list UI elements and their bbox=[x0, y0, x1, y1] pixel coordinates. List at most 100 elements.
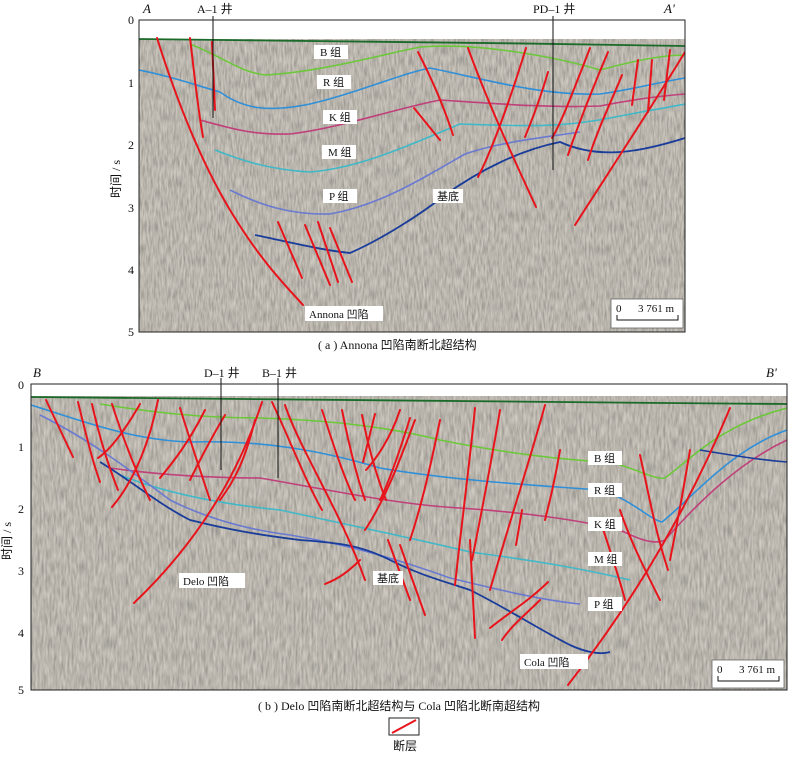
horizon-p-a bbox=[229, 131, 581, 215]
y-axis-a: 0 1 2 3 4 5 时间 / s bbox=[109, 13, 134, 339]
horizon-p-b bbox=[39, 414, 581, 605]
fault-b25 bbox=[454, 407, 476, 586]
fault-b37 bbox=[669, 449, 691, 561]
panel-b-frame bbox=[30, 383, 788, 691]
legend-fault-icon bbox=[391, 719, 417, 734]
well-label-d1: D–1 井 bbox=[204, 366, 240, 380]
fault-b11 bbox=[219, 419, 256, 501]
svg-text:K 组: K 组 bbox=[594, 517, 616, 531]
seabed-line-b bbox=[31, 396, 787, 405]
section-end-label-a: A' bbox=[663, 1, 675, 16]
formation-label-k-a: K 组 bbox=[323, 110, 357, 124]
fault-a14 bbox=[567, 51, 609, 156]
fault-b23 bbox=[364, 419, 416, 531]
y-axis-label-a: 时间 / s bbox=[109, 160, 123, 198]
y-tick-b-1: 1 bbox=[18, 440, 24, 454]
scale-zero-b: 0 bbox=[717, 664, 723, 676]
y-tick-b-3: 3 bbox=[18, 564, 24, 578]
scale-zero-a: 0 bbox=[616, 303, 622, 315]
fault-a10 bbox=[467, 47, 537, 208]
caption-a: ( a ) Annona 凹陷南断北超结构 bbox=[318, 337, 477, 352]
well-label-pd1: PD–1 井 bbox=[533, 2, 575, 16]
fault-b36 bbox=[619, 509, 661, 601]
panel-b-faults bbox=[45, 399, 731, 686]
caption-b: ( b ) Delo 凹陷南断北超结构与 Cola 凹陷北断南超结构 bbox=[258, 698, 540, 713]
panel-a-water bbox=[139, 20, 685, 39]
svg-text:M 组: M 组 bbox=[328, 145, 352, 159]
fault-a7 bbox=[329, 227, 353, 283]
fault-a18 bbox=[647, 59, 653, 113]
fault-a9 bbox=[413, 107, 441, 141]
y-tick-b-2: 2 bbox=[18, 502, 24, 516]
fault-b34 bbox=[639, 454, 669, 571]
fault-b15 bbox=[341, 409, 366, 501]
svg-text:K 组: K 组 bbox=[329, 110, 351, 124]
legend: 断层 bbox=[388, 717, 420, 753]
fault-a4 bbox=[277, 221, 303, 279]
depression-label-annona: Annona 凹陷 bbox=[305, 306, 383, 321]
horizon-k-b bbox=[109, 439, 787, 543]
basement-label-b: 基底 bbox=[373, 571, 403, 585]
y-tick-a-1: 1 bbox=[128, 76, 134, 90]
fault-b24 bbox=[409, 419, 441, 541]
fault-a15 bbox=[587, 74, 623, 161]
section-start-label-a: A bbox=[142, 1, 151, 16]
y-axis-label-b: 时间 / s bbox=[0, 522, 14, 560]
svg-text:P 组: P 组 bbox=[329, 189, 348, 203]
scale-length-b: 3 761 m bbox=[739, 664, 776, 676]
formation-label-m-b: M 组 bbox=[588, 552, 622, 566]
fault-b21 bbox=[399, 544, 426, 616]
formation-label-r-b: R 组 bbox=[588, 483, 622, 497]
svg-text:Annona 凹陷: Annona 凹陷 bbox=[309, 307, 369, 321]
fault-b27 bbox=[489, 404, 546, 591]
fault-b22 bbox=[324, 559, 361, 585]
fault-b7 bbox=[179, 407, 211, 501]
svg-text:B 组: B 组 bbox=[594, 451, 615, 465]
svg-text:基底: 基底 bbox=[437, 189, 459, 203]
scale-bar-b: 0 3 761 m bbox=[711, 659, 785, 689]
svg-text:基底: 基底 bbox=[377, 571, 399, 585]
basement-label-a: 基底 bbox=[433, 189, 463, 203]
formation-label-m-a: M 组 bbox=[322, 145, 356, 159]
fault-a13 bbox=[551, 47, 591, 139]
horizon-m-a bbox=[214, 103, 685, 173]
fault-a6 bbox=[317, 221, 339, 283]
well-label-b1: B–1 井 bbox=[262, 366, 297, 380]
horizon-b-b bbox=[99, 403, 787, 480]
depression-label-cola: Cola 凹陷 bbox=[520, 654, 588, 669]
panel-b-water bbox=[31, 384, 787, 396]
legend-fault-label: 断层 bbox=[393, 738, 417, 753]
fault-a5 bbox=[304, 224, 331, 286]
horizon-b-a bbox=[189, 43, 685, 76]
y-tick-a-4: 4 bbox=[128, 263, 134, 277]
fault-b33 bbox=[567, 407, 731, 686]
fault-a17 bbox=[631, 59, 639, 106]
y-tick-a-0: 0 bbox=[128, 13, 134, 27]
fault-b26 bbox=[471, 409, 501, 561]
fault-a19 bbox=[663, 49, 671, 101]
fault-a16 bbox=[574, 51, 685, 226]
formation-label-b-a: B 组 bbox=[314, 45, 348, 59]
horizon-r-b bbox=[31, 404, 787, 523]
svg-text:B 组: B 组 bbox=[320, 45, 341, 59]
fault-b1 bbox=[45, 399, 74, 458]
fault-b29 bbox=[515, 509, 523, 546]
svg-text:R 组: R 组 bbox=[323, 75, 344, 89]
fault-b8 bbox=[159, 409, 206, 479]
fault-b6 bbox=[111, 399, 159, 508]
depression-label-delo: Delo 凹陷 bbox=[179, 573, 245, 588]
fault-a8 bbox=[417, 51, 454, 136]
panel-b-horizons bbox=[31, 396, 787, 655]
fault-a1 bbox=[156, 37, 304, 306]
y-tick-b-4: 4 bbox=[18, 626, 24, 640]
fault-b19 bbox=[379, 417, 411, 501]
fault-a2 bbox=[189, 37, 204, 138]
fault-b2 bbox=[77, 401, 101, 483]
fault-b4 bbox=[111, 403, 151, 501]
fault-b17 bbox=[365, 409, 401, 471]
basement-b bbox=[99, 461, 611, 655]
svg-text:Delo 凹陷: Delo 凹陷 bbox=[183, 574, 229, 588]
fault-b28 bbox=[469, 539, 476, 639]
y-tick-a-5: 5 bbox=[128, 325, 134, 339]
